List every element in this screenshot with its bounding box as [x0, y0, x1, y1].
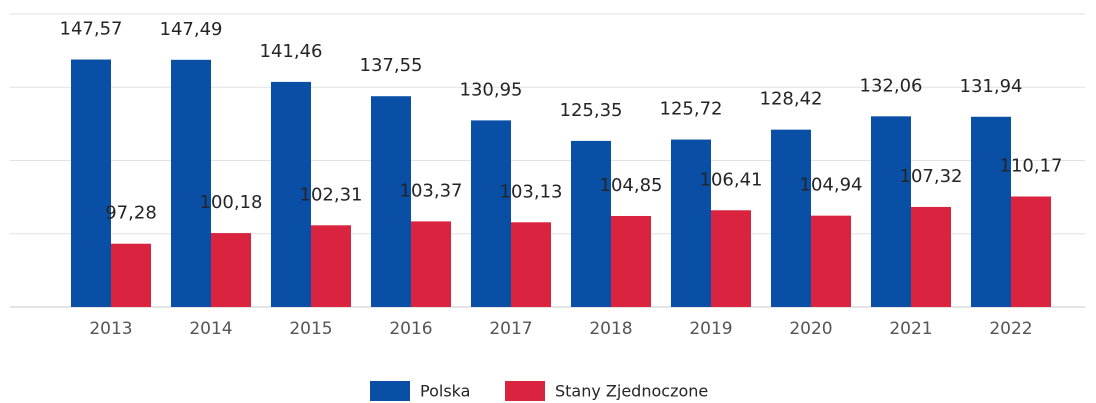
bar	[471, 120, 511, 307]
x-tick-label: 2016	[389, 319, 432, 339]
bar	[711, 210, 751, 307]
value-label: 110,17	[1000, 156, 1063, 177]
bar	[411, 221, 451, 307]
value-label: 147,49	[160, 19, 223, 40]
value-label: 102,31	[300, 184, 363, 205]
legend-swatch	[505, 381, 545, 401]
value-label: 128,42	[760, 89, 823, 110]
legend-swatch	[370, 381, 410, 401]
bar	[111, 243, 151, 307]
legend-label: Stany Zjednoczone	[555, 382, 708, 401]
bar	[371, 96, 411, 308]
bar	[611, 215, 651, 307]
x-tick-label: 2013	[89, 319, 132, 339]
bar	[211, 233, 251, 307]
bar	[811, 215, 851, 307]
bar	[771, 129, 811, 307]
bar	[311, 225, 351, 307]
bar	[71, 59, 111, 308]
x-tick-label: 2014	[189, 319, 232, 339]
value-label: 103,13	[500, 181, 563, 202]
value-label: 125,72	[660, 99, 723, 120]
x-tick-label: 2019	[689, 319, 732, 339]
value-label: 132,06	[860, 75, 923, 96]
bar	[571, 140, 611, 307]
value-label: 106,41	[700, 169, 763, 190]
bar	[271, 81, 311, 308]
bar	[511, 222, 551, 307]
value-label: 130,95	[460, 79, 523, 100]
x-tick-label: 2015	[289, 319, 332, 339]
value-label: 103,37	[400, 180, 463, 201]
value-label: 104,85	[600, 175, 663, 196]
bar	[1011, 196, 1051, 307]
value-label: 107,32	[900, 166, 963, 187]
legend-label: Polska	[420, 382, 470, 401]
value-label: 141,46	[260, 41, 323, 62]
bar	[871, 116, 911, 307]
x-tick-label: 2022	[989, 319, 1032, 339]
value-label: 97,28	[105, 203, 157, 224]
value-label: 125,35	[560, 100, 623, 121]
value-label: 147,57	[60, 19, 123, 40]
value-label: 131,94	[960, 76, 1023, 97]
x-tick-label: 2021	[889, 319, 932, 339]
value-label: 104,94	[800, 175, 863, 196]
value-label: 100,18	[200, 192, 263, 213]
x-tick-label: 2017	[489, 319, 532, 339]
bar	[971, 116, 1011, 308]
x-tick-label: 2018	[589, 319, 632, 339]
x-tick-label: 2020	[789, 319, 832, 339]
value-label: 137,55	[360, 55, 423, 76]
bar	[671, 139, 711, 307]
bar	[911, 206, 951, 307]
bar	[171, 59, 211, 308]
